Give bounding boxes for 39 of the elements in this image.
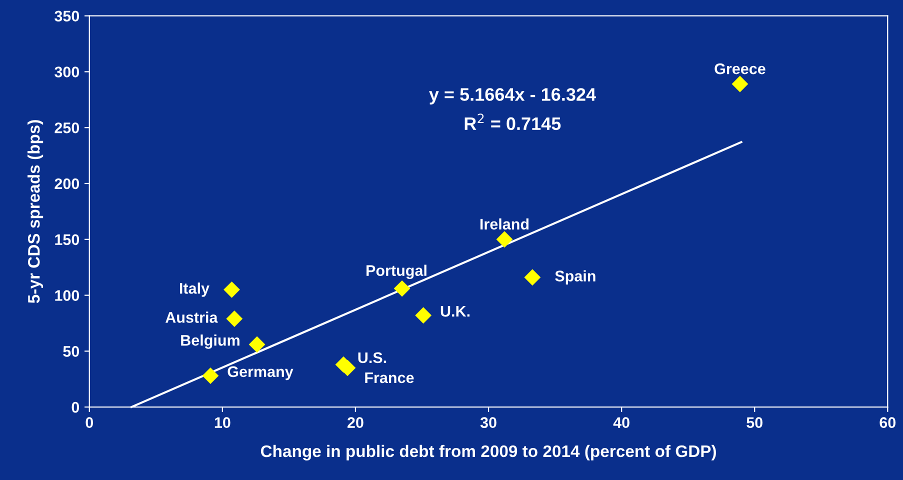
y-axis-title: 5-yr CDS spreads (bps) — [28, 120, 44, 304]
y-tick-label: 250 — [54, 122, 80, 134]
annotation: Italy — [180, 282, 210, 297]
annotation: Portugal — [366, 264, 426, 280]
point — [524, 269, 541, 286]
annotation: U.S. — [358, 352, 386, 364]
point — [202, 368, 219, 384]
y-tick-label: 300 — [54, 66, 80, 78]
annotation: Greece — [714, 63, 766, 74]
annotation: Austria — [165, 312, 218, 323]
y-tick-label: 50 — [63, 346, 80, 357]
annotation: France — [365, 372, 414, 384]
x-tick-label: 20 — [348, 417, 364, 428]
y-tick-label: 350 — [54, 10, 80, 22]
point — [394, 280, 410, 297]
annotation: R$^{2}$ = 0.7145 — [464, 114, 561, 130]
point — [224, 281, 240, 298]
x-tick-label: 30 — [480, 417, 496, 428]
x-tick-label: 10 — [214, 417, 230, 428]
point — [248, 336, 266, 353]
point — [415, 307, 432, 324]
annotation: Spain — [555, 270, 596, 285]
x-tick-label: 60 — [880, 417, 896, 428]
point — [732, 76, 748, 92]
x-axis-title: Change in public debt from 2009 to 2014 (percent of GDP) — [260, 444, 716, 460]
annotation: Belgium — [181, 334, 240, 349]
annotation: Ireland — [480, 218, 529, 230]
point — [496, 231, 513, 248]
x-tick-label: 0 — [86, 417, 94, 428]
annotation: y = 5.1664x - 16.324 — [429, 88, 596, 104]
x-tick-label: 40 — [613, 417, 630, 428]
y-tick-label: 150 — [55, 234, 80, 246]
y-tick-label: 200 — [54, 178, 80, 190]
y-tick-label: 0 — [72, 402, 80, 413]
x-tick-label: 50 — [746, 417, 762, 428]
y-tick-label: 100 — [55, 290, 80, 301]
annotation: U.K. — [440, 306, 470, 317]
point — [226, 310, 243, 327]
annotation: Germany — [228, 366, 294, 380]
